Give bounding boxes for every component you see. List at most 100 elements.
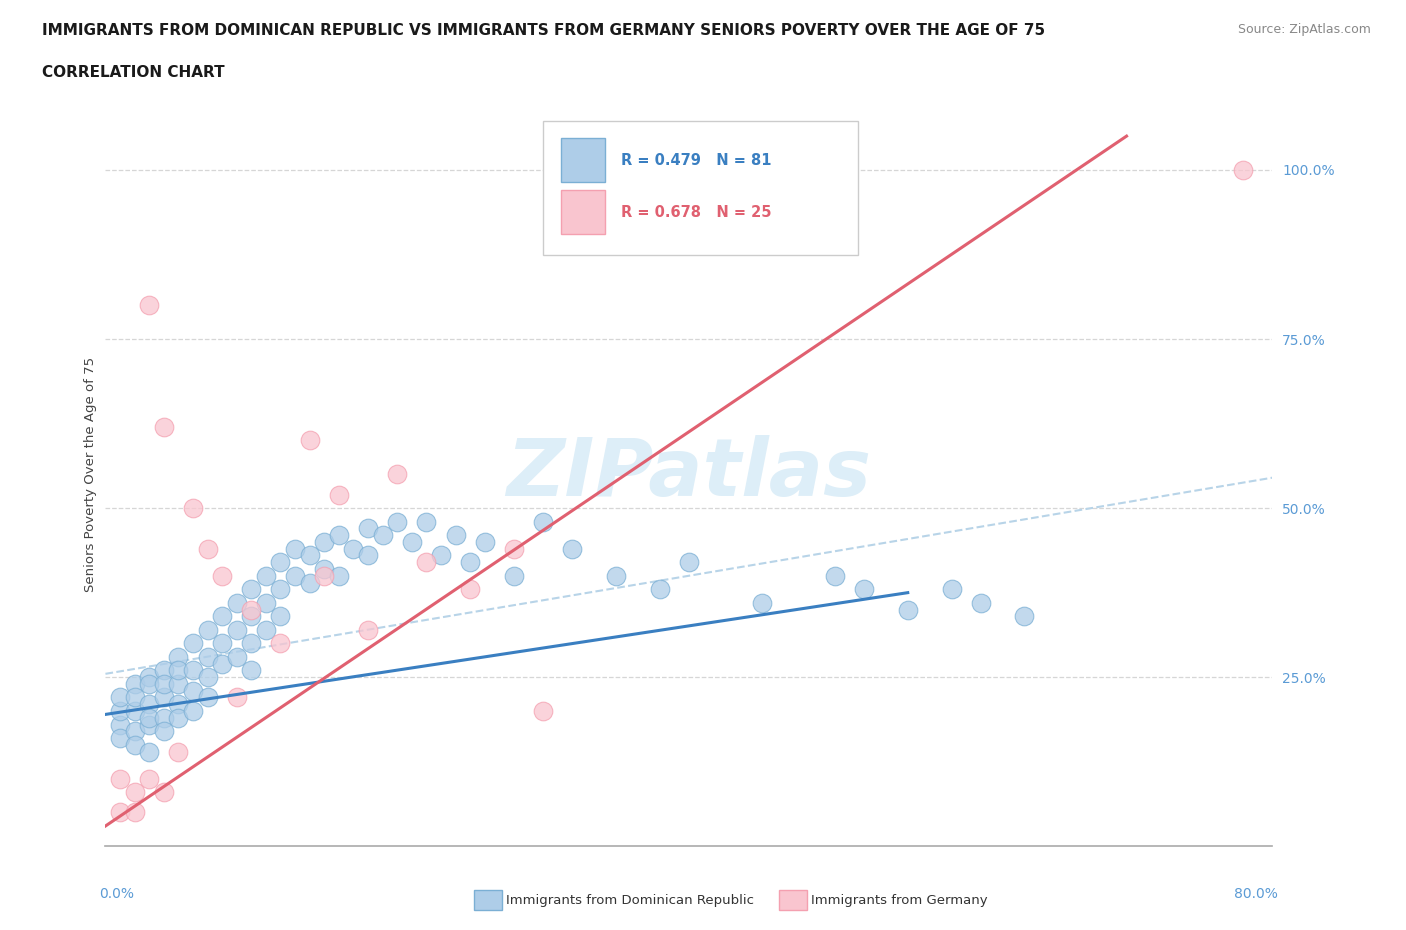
Point xyxy=(181,684,204,698)
Point xyxy=(197,541,219,556)
Point xyxy=(458,582,481,597)
Point xyxy=(751,595,773,610)
Point xyxy=(314,568,336,583)
Point xyxy=(197,649,219,664)
Point xyxy=(197,622,219,637)
Point xyxy=(605,568,627,583)
Point xyxy=(269,555,292,570)
Point xyxy=(124,676,146,691)
Point xyxy=(138,298,160,312)
Point xyxy=(108,704,131,719)
Point xyxy=(138,676,160,691)
Point xyxy=(474,535,496,550)
Point xyxy=(124,704,146,719)
Point xyxy=(415,555,437,570)
Point xyxy=(824,568,846,583)
Text: R = 0.479   N = 81: R = 0.479 N = 81 xyxy=(621,153,772,167)
Point xyxy=(401,535,423,550)
Point xyxy=(298,575,321,590)
Text: 0.0%: 0.0% xyxy=(100,887,135,901)
Point xyxy=(153,663,174,678)
Y-axis label: Seniors Poverty Over the Age of 75: Seniors Poverty Over the Age of 75 xyxy=(84,357,97,591)
Text: Source: ZipAtlas.com: Source: ZipAtlas.com xyxy=(1237,23,1371,36)
Point xyxy=(167,697,190,711)
Point xyxy=(225,690,247,705)
Point xyxy=(138,744,160,759)
Point xyxy=(444,527,467,542)
Text: R = 0.678   N = 25: R = 0.678 N = 25 xyxy=(621,205,772,219)
Point xyxy=(430,548,453,563)
Point xyxy=(153,711,174,725)
Point xyxy=(181,663,204,678)
Point xyxy=(357,548,380,563)
Point xyxy=(211,636,233,651)
Point xyxy=(153,724,174,738)
Point xyxy=(138,717,160,732)
Point xyxy=(108,731,131,746)
Point xyxy=(1232,163,1254,178)
Point xyxy=(314,562,336,577)
Point xyxy=(284,568,307,583)
FancyBboxPatch shape xyxy=(561,138,605,182)
Point xyxy=(167,649,190,664)
Point xyxy=(284,541,307,556)
Point xyxy=(153,676,174,691)
Point xyxy=(138,670,160,684)
Point xyxy=(648,582,671,597)
Point xyxy=(211,568,233,583)
Point xyxy=(240,609,263,624)
Point xyxy=(138,771,160,786)
Point xyxy=(969,595,991,610)
Point xyxy=(124,724,146,738)
FancyBboxPatch shape xyxy=(561,190,605,234)
Point xyxy=(225,622,247,637)
Point xyxy=(181,704,204,719)
Text: Immigrants from Dominican Republic: Immigrants from Dominican Republic xyxy=(506,894,754,907)
Point xyxy=(124,690,146,705)
Point xyxy=(531,704,554,719)
Text: 80.0%: 80.0% xyxy=(1234,887,1278,901)
Point xyxy=(108,717,131,732)
Point xyxy=(385,467,408,482)
Point xyxy=(254,622,277,637)
Point xyxy=(138,697,160,711)
Point xyxy=(941,582,963,597)
Point xyxy=(124,805,146,820)
Point xyxy=(328,568,350,583)
Point xyxy=(124,785,146,800)
Point xyxy=(357,622,380,637)
Point xyxy=(211,609,233,624)
Point xyxy=(138,711,160,725)
Point xyxy=(852,582,875,597)
Point xyxy=(328,487,350,502)
Point xyxy=(167,711,190,725)
Point xyxy=(298,433,321,448)
Point xyxy=(108,771,131,786)
Point xyxy=(254,568,277,583)
Point xyxy=(211,657,233,671)
Point xyxy=(225,595,247,610)
Point xyxy=(167,663,190,678)
Point xyxy=(531,514,554,529)
Point xyxy=(124,737,146,752)
FancyBboxPatch shape xyxy=(543,121,858,255)
Point xyxy=(240,602,263,617)
Point xyxy=(240,663,263,678)
Text: IMMIGRANTS FROM DOMINICAN REPUBLIC VS IMMIGRANTS FROM GERMANY SENIORS POVERTY OV: IMMIGRANTS FROM DOMINICAN REPUBLIC VS IM… xyxy=(42,23,1045,38)
Point xyxy=(167,744,190,759)
Point xyxy=(225,649,247,664)
Point xyxy=(1014,609,1036,624)
Text: ZIPatlas: ZIPatlas xyxy=(506,435,872,513)
Point xyxy=(197,690,219,705)
Point xyxy=(502,541,524,556)
Point xyxy=(342,541,364,556)
Point xyxy=(357,521,380,536)
Point xyxy=(371,527,394,542)
Point xyxy=(415,514,437,529)
Point xyxy=(502,568,524,583)
Point xyxy=(328,527,350,542)
Point xyxy=(108,690,131,705)
Point xyxy=(153,419,174,434)
Point xyxy=(269,609,292,624)
Point xyxy=(561,541,583,556)
